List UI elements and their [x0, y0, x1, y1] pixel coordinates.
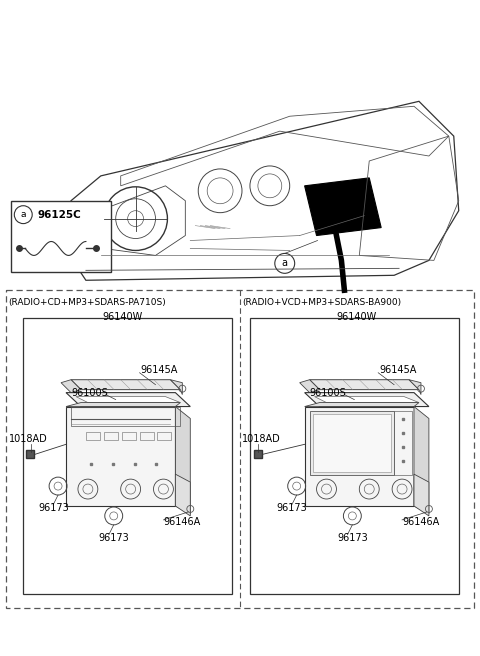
Bar [157, 432, 171, 440]
Polygon shape [305, 403, 419, 407]
Circle shape [14, 206, 32, 224]
Bar [250, 318, 459, 594]
Polygon shape [300, 380, 320, 393]
Bar [122, 432, 136, 440]
Bar [12, 201, 111, 272]
Text: 96173: 96173 [277, 503, 308, 513]
Polygon shape [305, 407, 414, 506]
Polygon shape [414, 407, 429, 514]
Text: 96173: 96173 [38, 503, 69, 513]
Text: a: a [282, 258, 288, 268]
Polygon shape [409, 380, 421, 395]
Text: 96140W: 96140W [103, 312, 143, 322]
Text: 96100S: 96100S [71, 388, 108, 398]
Polygon shape [305, 393, 429, 407]
Bar [394, 411, 412, 475]
Polygon shape [66, 407, 175, 506]
Polygon shape [66, 393, 190, 407]
Text: 96173: 96173 [337, 533, 368, 543]
Bar [312, 413, 391, 472]
Polygon shape [170, 380, 182, 395]
Polygon shape [175, 474, 190, 516]
Polygon shape [76, 397, 180, 403]
Polygon shape [305, 178, 381, 236]
Text: 96145A: 96145A [379, 365, 417, 375]
Text: 96173: 96173 [99, 533, 130, 543]
Polygon shape [61, 380, 81, 393]
Text: 96146A: 96146A [164, 517, 201, 527]
Text: a: a [21, 210, 26, 219]
Polygon shape [310, 380, 419, 390]
Bar [23, 318, 232, 594]
Text: 96145A: 96145A [141, 365, 178, 375]
Bar [140, 432, 154, 440]
Text: 96125C: 96125C [37, 210, 81, 220]
Bar [6, 290, 474, 608]
Bar [104, 432, 118, 440]
Polygon shape [175, 407, 190, 514]
Bar [86, 432, 100, 440]
Text: (RADIO+VCD+MP3+SDARS-BA900): (RADIO+VCD+MP3+SDARS-BA900) [242, 298, 401, 307]
Text: 1018AD: 1018AD [9, 434, 48, 444]
Text: 96100S: 96100S [310, 388, 347, 398]
Text: 96146A: 96146A [402, 517, 439, 527]
Text: (RADIO+CD+MP3+SDARS-PA710S): (RADIO+CD+MP3+SDARS-PA710S) [8, 298, 166, 307]
Bar [71, 407, 180, 426]
Polygon shape [71, 380, 180, 390]
Polygon shape [314, 397, 419, 403]
Polygon shape [66, 403, 180, 407]
Text: 1018AD: 1018AD [242, 434, 281, 444]
Bar [310, 411, 394, 475]
Text: 96140W: 96140W [336, 312, 376, 322]
Polygon shape [414, 474, 429, 516]
